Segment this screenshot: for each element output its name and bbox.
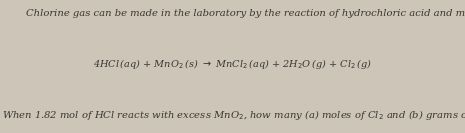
Text: When 1.82 mol of HCl reacts with excess MnO$_2$, how many (a) moles of Cl$_2$ an: When 1.82 mol of HCl reacts with excess … [2,108,465,122]
Text: Chlorine gas can be made in the laboratory by the reaction of hydrochloric acid : Chlorine gas can be made in the laborato… [26,9,465,18]
Text: 4HCl$\,$(aq) + MnO$_2\,$(s) $\rightarrow$ MnCl$_2\,$(aq) + 2H$_2$O$\,$(g) + Cl$_: 4HCl$\,$(aq) + MnO$_2\,$(s) $\rightarrow… [93,57,372,71]
